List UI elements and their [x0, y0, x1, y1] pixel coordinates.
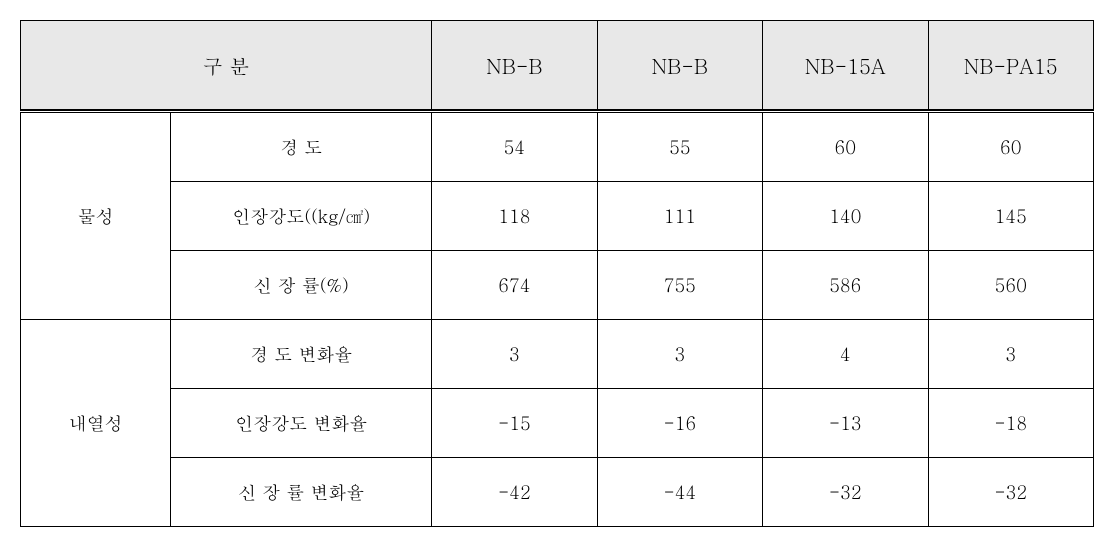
data-cell: 60 [928, 112, 1094, 182]
property-label: 인장강도 변화율 [171, 389, 432, 458]
data-cell: -42 [432, 458, 597, 527]
data-cell: 560 [928, 251, 1094, 320]
data-cell: 145 [928, 182, 1094, 251]
group-label: 물성 [21, 112, 171, 320]
header-col-4: NB-PA15 [928, 21, 1094, 110]
table-row: 신 장 률(%)674755586560 [21, 251, 1094, 320]
data-cell: 3 [928, 320, 1094, 389]
data-cell: 3 [597, 320, 762, 389]
property-label: 신 장 률 변화율 [171, 458, 432, 527]
data-cell: 60 [763, 112, 928, 182]
data-cell: -16 [597, 389, 762, 458]
data-cell: 755 [597, 251, 762, 320]
table-row: 인장강도((kg/㎠)118111140145 [21, 182, 1094, 251]
data-cell: 54 [432, 112, 597, 182]
property-label: 신 장 률(%) [171, 251, 432, 320]
data-cell: 118 [432, 182, 597, 251]
data-cell: 111 [597, 182, 762, 251]
data-cell: 4 [763, 320, 928, 389]
table-row: 물성경 도54556060 [21, 112, 1094, 182]
data-cell: -15 [432, 389, 597, 458]
table-row: 신 장 률 변화율-42-44-32-32 [21, 458, 1094, 527]
table-body: 물성경 도54556060인장강도((kg/㎠)118111140145신 장 … [21, 112, 1094, 527]
property-label: 경 도 변화율 [171, 320, 432, 389]
header-col-2: NB-B [597, 21, 762, 110]
header-col-3: NB-15A [763, 21, 928, 110]
data-cell: 55 [597, 112, 762, 182]
data-cell: -32 [928, 458, 1094, 527]
header-row: 구 분 NB-B NB-B NB-15A NB-PA15 [21, 21, 1094, 110]
properties-table: 구 분 NB-B NB-B NB-15A NB-PA15 물성경 도545560… [20, 20, 1094, 527]
data-cell: -32 [763, 458, 928, 527]
data-cell: 3 [432, 320, 597, 389]
group-label: 내열성 [21, 320, 171, 527]
data-cell: -18 [928, 389, 1094, 458]
data-cell: 140 [763, 182, 928, 251]
header-category: 구 분 [21, 21, 432, 110]
property-label: 경 도 [171, 112, 432, 182]
data-cell: -44 [597, 458, 762, 527]
data-cell: 586 [763, 251, 928, 320]
table-row: 내열성경 도 변화율3343 [21, 320, 1094, 389]
data-cell: 674 [432, 251, 597, 320]
table-row: 인장강도 변화율-15-16-13-18 [21, 389, 1094, 458]
data-cell: -13 [763, 389, 928, 458]
header-col-1: NB-B [432, 21, 597, 110]
property-label: 인장강도((kg/㎠) [171, 182, 432, 251]
